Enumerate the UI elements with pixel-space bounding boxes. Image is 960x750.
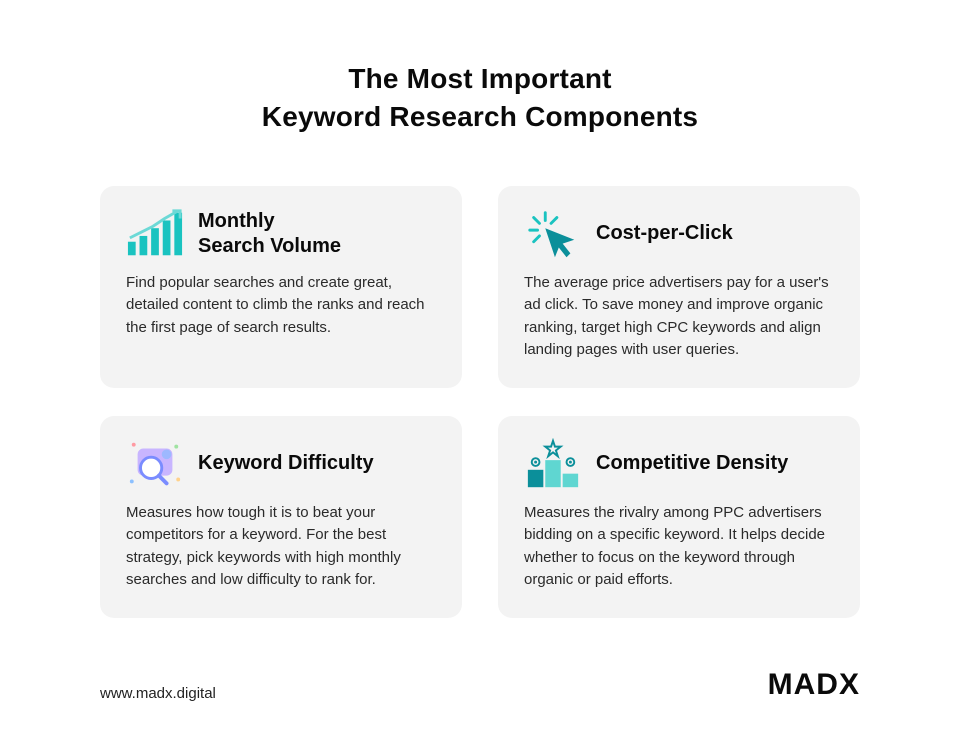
card-head: Cost-per-Click xyxy=(524,208,834,260)
card-head: Monthly Search Volume xyxy=(126,208,436,260)
card-cost-per-click: Cost-per-Click The average price adverti… xyxy=(498,186,860,388)
title-line-1: The Most Important xyxy=(100,60,860,98)
card-title-line-2: Search Volume xyxy=(198,234,341,259)
card-title-line-1: Keyword Difficulty xyxy=(198,451,374,476)
card-monthly-search-volume: Monthly Search Volume Find popular searc… xyxy=(100,186,462,388)
card-body: The average price advertisers pay for a … xyxy=(524,272,834,362)
card-title: Competitive Density xyxy=(596,451,788,476)
page-title: The Most Important Keyword Research Comp… xyxy=(100,60,860,136)
card-title-line-1: Cost-per-Click xyxy=(596,221,733,246)
magnify-search-icon xyxy=(126,438,184,490)
podium-icon xyxy=(524,438,582,490)
card-title-line-1: Monthly xyxy=(198,209,341,234)
card-title: Monthly Search Volume xyxy=(198,209,341,259)
cursor-click-icon xyxy=(524,208,582,260)
card-head: Competitive Density xyxy=(524,438,834,490)
brand-logo: MADX xyxy=(768,668,860,702)
card-body: Find popular searches and create great, … xyxy=(126,272,436,340)
card-title-line-1: Competitive Density xyxy=(596,451,788,476)
title-line-2: Keyword Research Components xyxy=(100,98,860,136)
bar-growth-icon xyxy=(126,208,184,260)
card-body: Measures the rivalry among PPC advertise… xyxy=(524,502,834,592)
card-grid: Monthly Search Volume Find popular searc… xyxy=(100,186,860,618)
card-title: Keyword Difficulty xyxy=(198,451,374,476)
card-head: Keyword Difficulty xyxy=(126,438,436,490)
card-keyword-difficulty: Keyword Difficulty Measures how tough it… xyxy=(100,416,462,618)
card-title: Cost-per-Click xyxy=(596,221,733,246)
footer: www.madx.digital MADX xyxy=(100,668,860,702)
card-body: Measures how tough it is to beat your co… xyxy=(126,502,436,592)
infographic-page: The Most Important Keyword Research Comp… xyxy=(0,0,960,750)
card-competitive-density: Competitive Density Measures the rivalry… xyxy=(498,416,860,618)
site-url: www.madx.digital xyxy=(100,685,216,702)
